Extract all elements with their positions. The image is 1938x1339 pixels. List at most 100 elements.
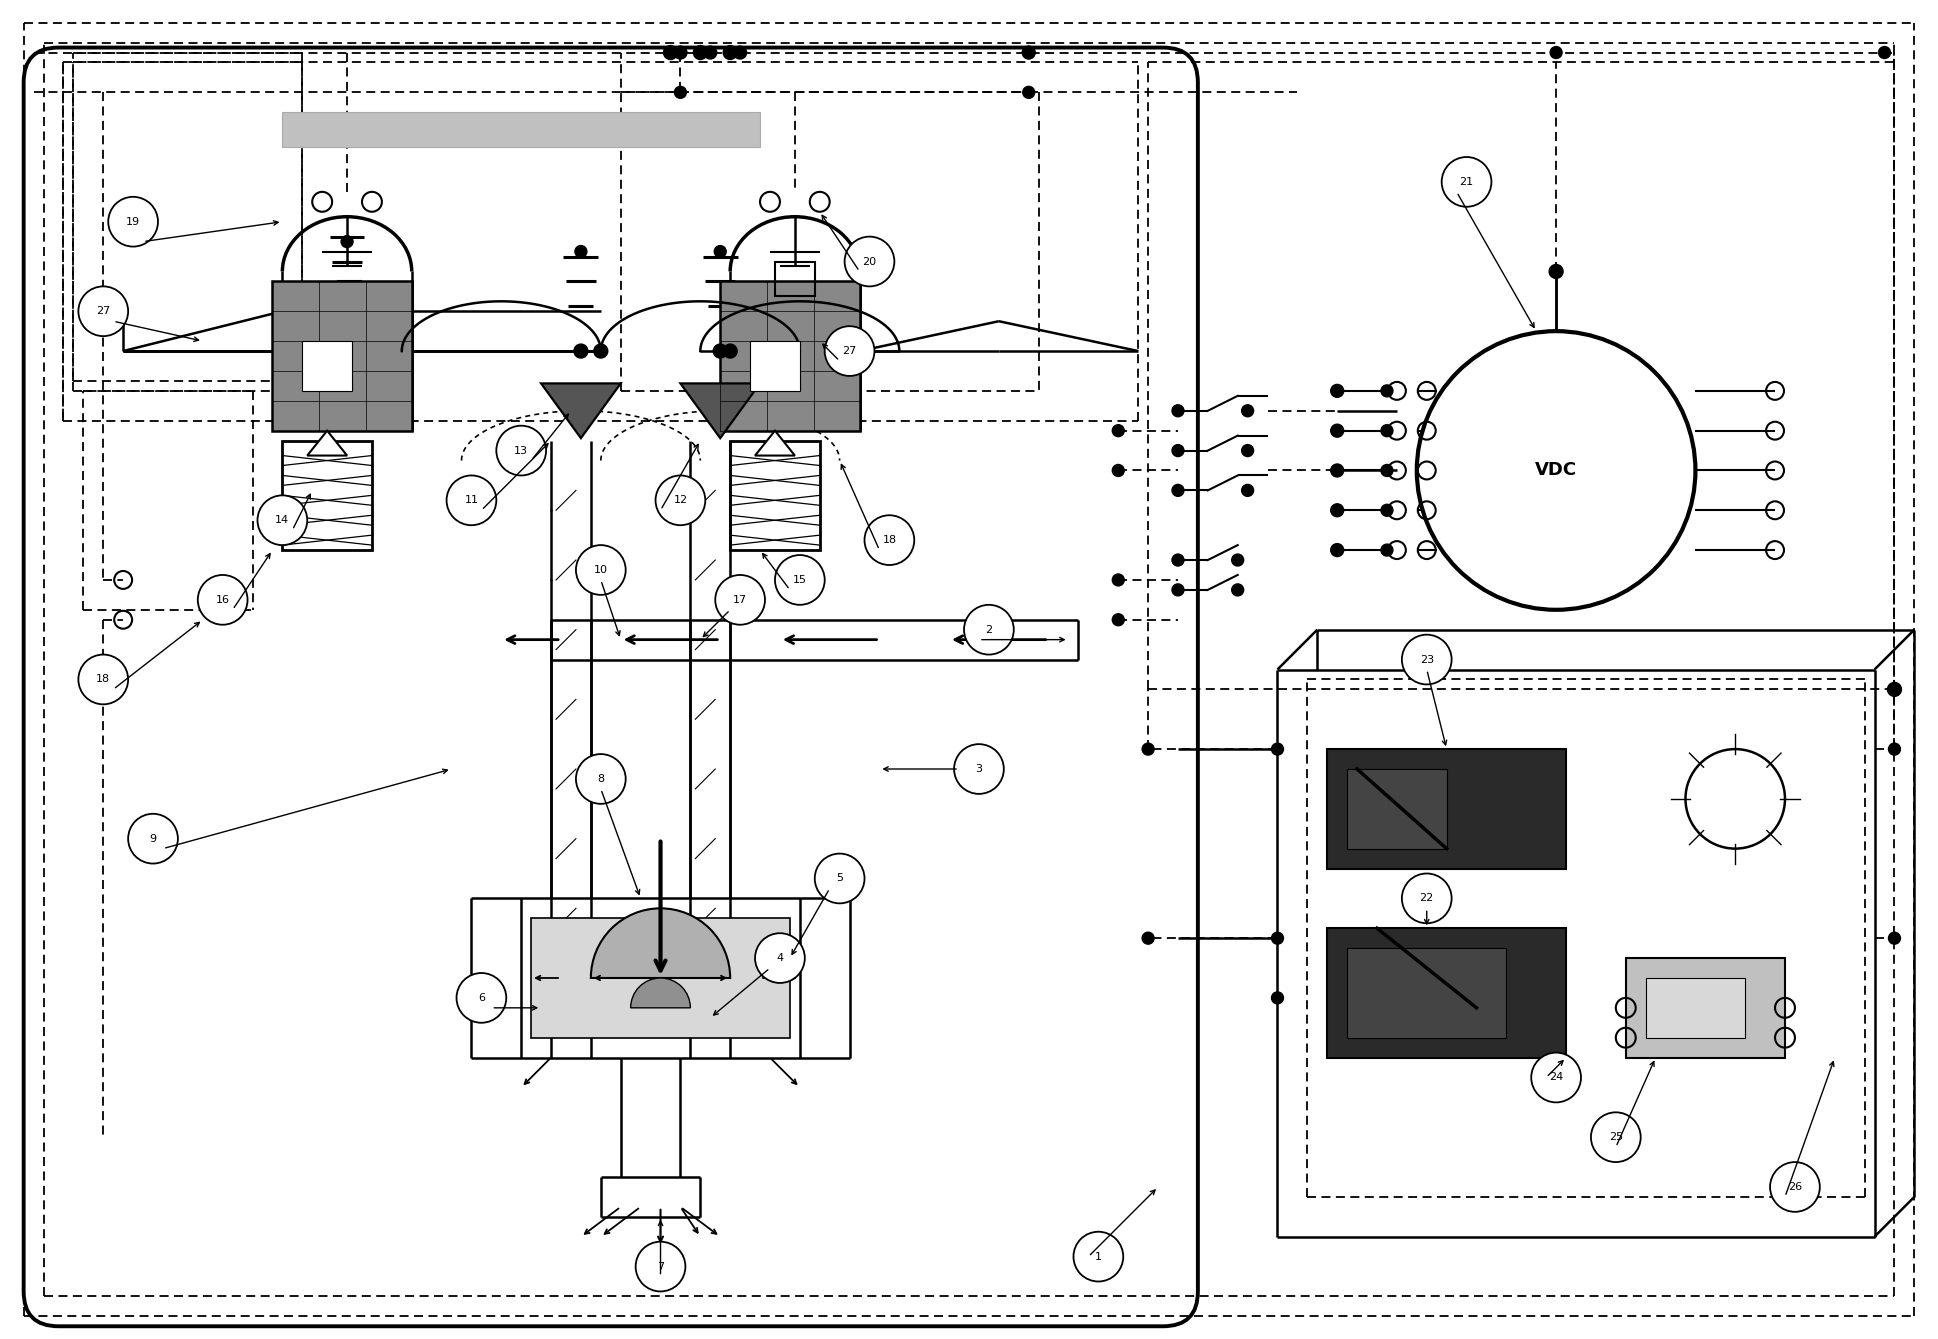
Circle shape (128, 814, 178, 864)
Circle shape (1550, 47, 1562, 59)
Circle shape (341, 236, 353, 248)
Circle shape (826, 327, 874, 376)
Circle shape (1242, 485, 1254, 497)
Circle shape (1172, 584, 1184, 596)
Circle shape (715, 245, 727, 257)
Bar (1347, 948, 1506, 1038)
Circle shape (446, 475, 496, 525)
Circle shape (1271, 992, 1283, 1004)
Circle shape (636, 1241, 686, 1291)
Circle shape (1112, 613, 1124, 625)
Circle shape (1382, 544, 1393, 556)
Circle shape (457, 973, 506, 1023)
Circle shape (1591, 1113, 1641, 1162)
Circle shape (1141, 932, 1155, 944)
Circle shape (1331, 503, 1343, 517)
Circle shape (1331, 424, 1343, 437)
Circle shape (1888, 743, 1901, 755)
Text: 18: 18 (882, 536, 897, 545)
Wedge shape (630, 977, 690, 1008)
Circle shape (1331, 465, 1343, 477)
Text: 21: 21 (1459, 177, 1473, 187)
Circle shape (715, 574, 766, 625)
Bar (1347, 769, 1446, 849)
Circle shape (1331, 384, 1343, 398)
Circle shape (814, 853, 864, 904)
Circle shape (1074, 1232, 1124, 1281)
Text: 18: 18 (97, 675, 110, 684)
Text: 14: 14 (275, 516, 289, 525)
Circle shape (723, 46, 736, 59)
Wedge shape (591, 908, 731, 977)
Circle shape (1233, 554, 1244, 566)
Circle shape (1242, 404, 1254, 416)
Text: 17: 17 (733, 595, 748, 605)
Text: 1: 1 (1095, 1252, 1103, 1261)
Circle shape (845, 237, 893, 287)
Text: 11: 11 (465, 495, 479, 505)
Bar (283, 112, 760, 147)
Text: 15: 15 (793, 574, 806, 585)
Text: 26: 26 (1789, 1182, 1802, 1192)
Text: 16: 16 (215, 595, 231, 605)
Text: 25: 25 (1609, 1133, 1622, 1142)
Circle shape (1172, 485, 1184, 497)
Circle shape (694, 46, 707, 59)
Circle shape (1023, 87, 1035, 98)
Text: 27: 27 (97, 307, 110, 316)
Text: 19: 19 (126, 217, 140, 226)
Text: 13: 13 (514, 446, 529, 455)
Text: 12: 12 (672, 495, 688, 505)
Polygon shape (308, 431, 347, 455)
Circle shape (1271, 932, 1283, 944)
Text: 20: 20 (862, 257, 876, 266)
Circle shape (775, 556, 826, 605)
Text: 9: 9 (149, 834, 157, 844)
Bar (750, 341, 800, 391)
Text: 5: 5 (835, 873, 843, 884)
Polygon shape (756, 431, 795, 455)
Circle shape (655, 475, 705, 525)
Polygon shape (680, 383, 760, 438)
Circle shape (1769, 1162, 1820, 1212)
Circle shape (258, 495, 308, 545)
Bar (302, 341, 353, 391)
Circle shape (78, 655, 128, 704)
Circle shape (1878, 47, 1890, 59)
Text: 23: 23 (1421, 655, 1434, 664)
Circle shape (1888, 932, 1901, 944)
Circle shape (1172, 554, 1184, 566)
Circle shape (1382, 384, 1393, 396)
Circle shape (1382, 465, 1393, 477)
Bar (1645, 977, 1746, 1038)
Circle shape (1172, 445, 1184, 457)
Bar (1328, 749, 1566, 869)
Text: 22: 22 (1421, 893, 1434, 904)
Bar (775, 261, 814, 296)
Circle shape (1112, 574, 1124, 586)
Circle shape (953, 744, 1004, 794)
Circle shape (1531, 1052, 1581, 1102)
Circle shape (1021, 46, 1035, 59)
Circle shape (1382, 505, 1393, 517)
Polygon shape (541, 383, 620, 438)
Circle shape (864, 516, 915, 565)
Circle shape (1401, 873, 1452, 924)
Circle shape (1686, 749, 1785, 849)
Text: 6: 6 (479, 994, 484, 1003)
Circle shape (674, 46, 686, 59)
Circle shape (1442, 157, 1492, 206)
Circle shape (703, 46, 717, 59)
Text: 7: 7 (657, 1261, 665, 1272)
Circle shape (1172, 404, 1184, 416)
Circle shape (109, 197, 159, 246)
Bar (283, 441, 372, 550)
Circle shape (735, 46, 746, 59)
Circle shape (1550, 265, 1562, 277)
Bar (731, 441, 820, 550)
Circle shape (1112, 424, 1124, 437)
Circle shape (1401, 635, 1452, 684)
Circle shape (1331, 544, 1343, 557)
Circle shape (713, 344, 727, 358)
Circle shape (963, 605, 1014, 655)
